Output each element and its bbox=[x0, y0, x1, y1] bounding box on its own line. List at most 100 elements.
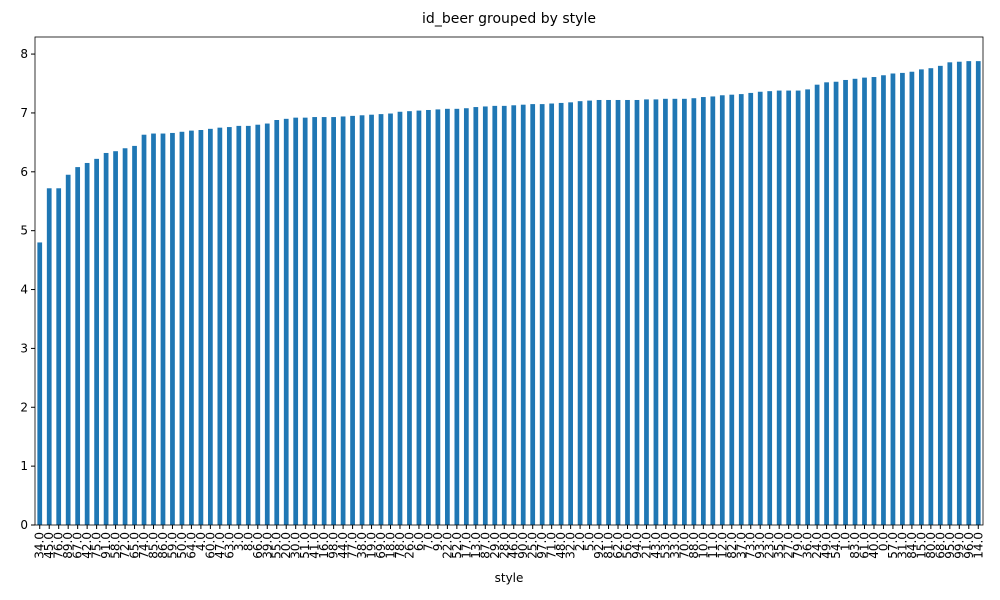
x-tick-label: 63.0 bbox=[222, 532, 236, 559]
x-tick-label: 55.0 bbox=[270, 532, 284, 559]
x-tick-label: 64.0 bbox=[184, 532, 198, 559]
bar bbox=[226, 127, 232, 526]
bar bbox=[776, 90, 782, 526]
x-tick-label: 42.0 bbox=[80, 532, 94, 559]
x-tick-label: 0.0 bbox=[876, 532, 890, 551]
x-tick-label: 15.0 bbox=[914, 532, 928, 559]
x-tick-label: 17.0 bbox=[459, 532, 473, 559]
x-tick-label: 56.0 bbox=[621, 532, 635, 559]
x-tick-label: 70.0 bbox=[677, 532, 691, 559]
bar bbox=[160, 133, 166, 525]
bar bbox=[634, 99, 640, 526]
bar bbox=[881, 75, 886, 525]
x-tick-label: 54.0 bbox=[829, 532, 843, 559]
bar bbox=[407, 111, 412, 525]
x-tick-label: 35.0 bbox=[772, 532, 786, 559]
bar bbox=[843, 79, 848, 525]
x-tick-label: 49.0 bbox=[820, 532, 834, 559]
x-tick-label: 38.0 bbox=[355, 532, 369, 559]
x-tick-label: 30.0 bbox=[289, 532, 303, 559]
y-tick-label: 4 bbox=[20, 283, 28, 297]
x-tick-label: 25.0 bbox=[526, 532, 540, 559]
x-tick-label: 22.0 bbox=[440, 532, 454, 559]
x-tick-label: 5.0 bbox=[583, 532, 597, 551]
bar bbox=[795, 90, 801, 526]
bar bbox=[463, 108, 469, 525]
bar bbox=[539, 104, 545, 525]
bar bbox=[397, 111, 403, 525]
bar bbox=[122, 148, 128, 525]
x-tick-label: 44.0 bbox=[336, 532, 350, 559]
x-tick-label: 60.0 bbox=[203, 532, 217, 559]
bar bbox=[179, 131, 185, 526]
bar bbox=[454, 108, 460, 525]
bar bbox=[151, 133, 156, 525]
bar bbox=[663, 98, 668, 525]
bar bbox=[975, 61, 981, 525]
bar bbox=[350, 115, 355, 525]
x-tick-label: 50.0 bbox=[175, 532, 189, 559]
bar bbox=[388, 113, 393, 525]
bar bbox=[871, 77, 877, 525]
x-tick-label: 11.0 bbox=[706, 532, 720, 559]
x-tick-label: 28.0 bbox=[497, 532, 511, 559]
x-tick-label: 86.0 bbox=[156, 532, 170, 559]
bar bbox=[862, 77, 867, 525]
bar bbox=[170, 132, 175, 525]
x-tick-label: 58.0 bbox=[109, 532, 123, 559]
x-tick-label: 29.0 bbox=[488, 532, 502, 559]
x-tick-label: 97.0 bbox=[535, 532, 549, 559]
bar bbox=[691, 98, 697, 525]
x-tick-label: 78.0 bbox=[393, 532, 407, 559]
x-tick-label: 14.0 bbox=[971, 532, 985, 559]
x-tick-label: 1.0 bbox=[839, 532, 853, 551]
bar bbox=[596, 99, 602, 526]
x-tick-label: 61.0 bbox=[858, 532, 872, 559]
x-tick-label: 88.0 bbox=[687, 532, 701, 559]
bar bbox=[65, 174, 71, 525]
bar bbox=[937, 65, 943, 525]
x-tick-label: 20.0 bbox=[279, 532, 293, 559]
bar bbox=[312, 117, 318, 526]
x-tick-label: 19.0 bbox=[365, 532, 379, 559]
x-tick-label: 90.0 bbox=[516, 532, 530, 559]
x-tick-label: 13.0 bbox=[469, 532, 483, 559]
bar bbox=[217, 127, 223, 525]
bar bbox=[369, 114, 374, 526]
bar bbox=[928, 68, 934, 525]
x-tick-label: 91.0 bbox=[99, 532, 113, 559]
bar bbox=[558, 102, 564, 525]
bar bbox=[625, 99, 630, 526]
x-tick-label: 65.0 bbox=[128, 532, 142, 559]
bar bbox=[141, 134, 147, 526]
x-tick-label: 37.0 bbox=[734, 532, 748, 559]
x-tick-label: 52.0 bbox=[450, 532, 464, 559]
bar bbox=[900, 72, 905, 525]
bar bbox=[416, 110, 422, 525]
x-tick-label: 26.0 bbox=[402, 532, 416, 559]
bar bbox=[492, 105, 498, 525]
y-tick-label: 1 bbox=[20, 459, 28, 473]
bar bbox=[947, 62, 953, 525]
y-tick-label: 3 bbox=[20, 341, 28, 355]
bar bbox=[331, 117, 336, 526]
x-tick-label: 6.0 bbox=[412, 532, 426, 551]
x-tick-label: 83.0 bbox=[848, 532, 862, 559]
x-tick-label: 94.0 bbox=[630, 532, 644, 559]
x-tick-label: 53.0 bbox=[658, 532, 672, 559]
bar bbox=[520, 104, 526, 526]
x-tick-label: 89.0 bbox=[61, 532, 75, 559]
bar bbox=[814, 84, 820, 525]
x-tick-label: 4.0 bbox=[194, 532, 208, 551]
x-tick-label: 10.0 bbox=[696, 532, 710, 559]
x-tick-label: 46.0 bbox=[507, 532, 521, 559]
bar bbox=[577, 101, 583, 525]
bar bbox=[549, 103, 555, 525]
bar bbox=[719, 95, 725, 526]
x-tick-label: 51.0 bbox=[298, 532, 312, 559]
bar bbox=[956, 61, 962, 526]
bar bbox=[189, 130, 194, 525]
x-tick-label: 59.0 bbox=[165, 532, 179, 559]
bar bbox=[340, 116, 346, 525]
